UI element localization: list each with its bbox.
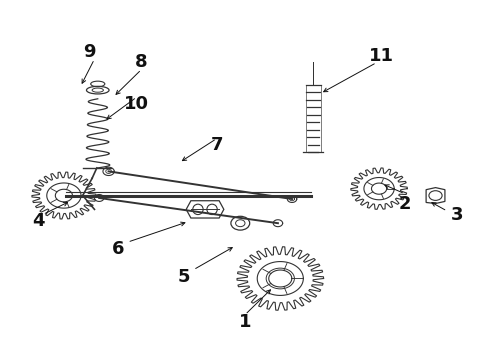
Text: 9: 9 [83,43,96,61]
Text: 6: 6 [112,240,124,258]
Text: 11: 11 [369,46,394,64]
Text: 7: 7 [211,136,223,154]
Text: 10: 10 [124,95,149,113]
Text: 8: 8 [135,54,148,72]
Text: 3: 3 [450,206,463,224]
Text: 4: 4 [32,212,44,230]
Text: 5: 5 [177,268,190,286]
Text: 1: 1 [239,313,251,331]
Text: 2: 2 [399,195,411,213]
